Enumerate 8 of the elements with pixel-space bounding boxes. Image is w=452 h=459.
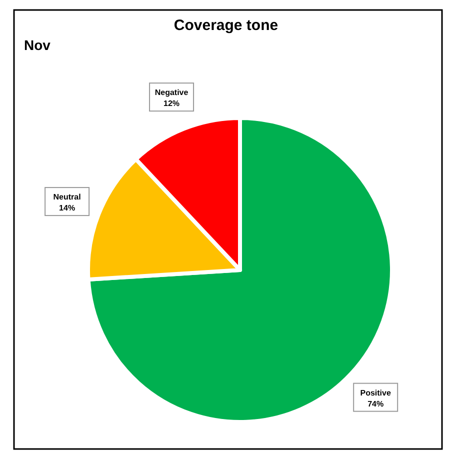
chart-title: Coverage tone — [174, 17, 278, 34]
chart-subtitle: Nov — [24, 37, 51, 53]
slice-label: Neutral — [53, 192, 81, 202]
data-label: 12% — [164, 99, 180, 108]
slice-label: Positive — [360, 388, 392, 398]
slice-label: Negative — [154, 88, 189, 98]
data-label: 14% — [59, 204, 76, 213]
data-label: 74% — [368, 399, 384, 408]
